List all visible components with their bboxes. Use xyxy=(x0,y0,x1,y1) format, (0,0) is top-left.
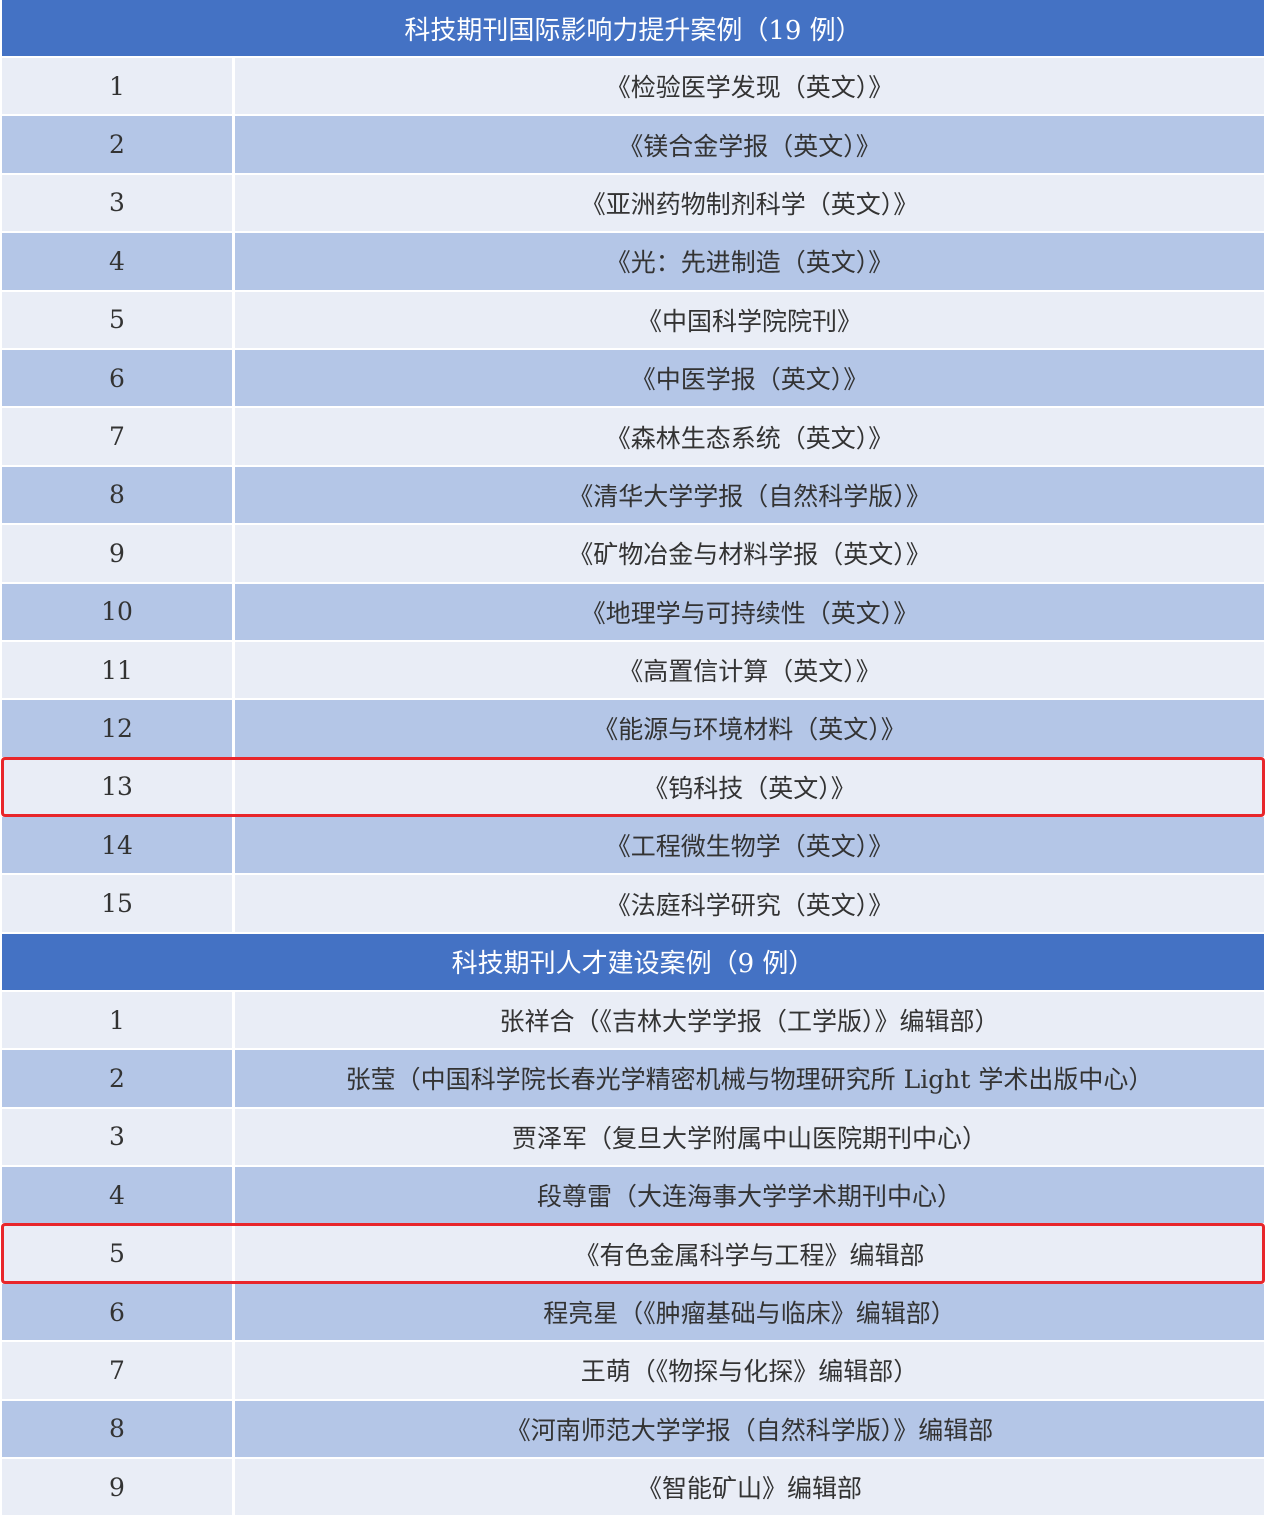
table-row: 15 《法庭科学研究（英文）》 xyxy=(2,875,1264,934)
row-number: 5 xyxy=(2,291,235,348)
table-row-highlighted: 13 《钨科技（英文）》 xyxy=(1,756,1265,818)
table-row: 2 《镁合金学报（英文）》 xyxy=(2,116,1264,175)
row-name: 《矿物冶金与材料学报（英文）》 xyxy=(568,540,931,570)
table-row: 1 张祥合（《吉林大学学报（工学版）》编辑部） xyxy=(2,991,1264,1051)
table-row: 6 程亮星（《肿瘤基础与临床》编辑部） xyxy=(2,1283,1264,1343)
row-name: 《有色金属科学与工程》编辑部 xyxy=(574,1240,925,1270)
table-row: 1 《检验医学发现（英文）》 xyxy=(2,58,1264,117)
row-number: 9 xyxy=(2,525,235,582)
row-number: 2 xyxy=(2,116,235,173)
table-row: 8 《清华大学学报（自然科学版）》 xyxy=(2,466,1264,526)
row-number: 12 xyxy=(2,700,235,757)
row-number: 11 xyxy=(2,641,235,699)
row-name: 《清华大学学报（自然科学版）》 xyxy=(568,481,931,511)
table-row: 12 《能源与环境材料（英文）》 xyxy=(2,700,1264,759)
row-number: 7 xyxy=(2,408,235,465)
row-name: 《光：先进制造（英文）》 xyxy=(605,248,894,278)
row-number: 1 xyxy=(2,991,235,1049)
row-name: 《检验医学发现（英文）》 xyxy=(605,73,894,103)
row-name: 段尊雷（大连海事大学学术期刊中心） xyxy=(536,1182,962,1212)
row-number: 1 xyxy=(2,58,235,115)
table-row: 2 张莹（中国科学院长春光学精密机械与物理研究所 Light 学术出版中心） xyxy=(2,1050,1264,1109)
row-name: 《中医学报（英文）》 xyxy=(630,365,869,395)
table-row: 9 《智能矿山》编辑部 xyxy=(2,1458,1264,1517)
row-number: 13 xyxy=(2,758,235,816)
row-name: 《亚洲药物制剂科学（英文）》 xyxy=(580,189,919,219)
row-name: 《中国科学院院刊》 xyxy=(636,306,862,336)
table-row: 3 《亚洲药物制剂科学（英文）》 xyxy=(2,174,1264,234)
table-row: 11 《高置信计算（英文）》 xyxy=(2,641,1264,701)
row-number: 4 xyxy=(2,1167,235,1224)
row-name: 《工程微生物学（英文）》 xyxy=(605,832,894,862)
table-row: 9 《矿物冶金与材料学报（英文）》 xyxy=(2,525,1264,584)
row-name: 《钨科技（英文）》 xyxy=(643,773,856,803)
table-row: 7 《森林生态系统（英文）》 xyxy=(2,408,1264,467)
table-row: 4 段尊雷（大连海事大学学术期刊中心） xyxy=(2,1167,1264,1226)
table-row-highlighted: 5 《有色金属科学与工程》编辑部 xyxy=(1,1223,1265,1285)
row-number: 2 xyxy=(2,1050,235,1107)
row-number: 9 xyxy=(2,1458,235,1516)
row-number: 4 xyxy=(2,233,235,290)
table-row: 5 《中国科学院院刊》 xyxy=(2,291,1264,350)
row-name: 《河南师范大学学报（自然科学版）》编辑部 xyxy=(505,1415,994,1445)
row-name: 《森林生态系统（英文）》 xyxy=(605,423,894,453)
table-row: 10 《地理学与可持续性（英文）》 xyxy=(2,583,1264,642)
row-name: 张莹（中国科学院长春光学精密机械与物理研究所 Light 学术出版中心） xyxy=(345,1065,1154,1095)
row-name: 《镁合金学报（英文）》 xyxy=(618,131,881,161)
row-name: 《法庭科学研究（英文）》 xyxy=(605,890,894,920)
table-row: 8 《河南师范大学学报（自然科学版）》编辑部 xyxy=(2,1400,1264,1459)
table-row: 4 《光：先进制造（英文）》 xyxy=(2,233,1264,292)
row-number: 8 xyxy=(2,466,235,524)
row-name: 《地理学与可持续性（英文）》 xyxy=(580,598,919,628)
row-name: 《能源与环境材料（英文）》 xyxy=(593,715,906,745)
row-number: 6 xyxy=(2,349,235,407)
row-number: 14 xyxy=(2,817,235,874)
row-number: 15 xyxy=(2,875,235,932)
row-number: 6 xyxy=(2,1283,235,1341)
row-name: 张祥合（《吉林大学学报（工学版）》编辑部） xyxy=(499,1007,1000,1037)
table-row: 6 《中医学报（英文）》 xyxy=(2,349,1264,409)
row-number: 3 xyxy=(2,174,235,232)
section-header: 科技期刊国际影响力提升案例（19 例） xyxy=(2,0,1264,58)
table-row: 3 贾泽军（复旦大学附属中山医院期刊中心） xyxy=(2,1108,1264,1168)
row-name: 《高置信计算（英文）》 xyxy=(618,657,881,687)
table-row: 14 《工程微生物学（英文）》 xyxy=(2,817,1264,876)
row-name: 王萌（《物探与化探》编辑部） xyxy=(580,1357,919,1387)
row-name: 贾泽军（复旦大学附属中山医院期刊中心） xyxy=(511,1123,987,1153)
row-number: 8 xyxy=(2,1400,235,1457)
row-number: 5 xyxy=(2,1225,235,1282)
section-header: 科技期刊人才建设案例（9 例） xyxy=(2,933,1264,992)
row-name: 《智能矿山》编辑部 xyxy=(636,1474,862,1504)
table-row: 7 王萌（《物探与化探》编辑部） xyxy=(2,1342,1264,1401)
row-number: 7 xyxy=(2,1342,235,1399)
row-name: 程亮星（《肿瘤基础与临床》编辑部） xyxy=(543,1299,956,1328)
row-number: 3 xyxy=(2,1108,235,1166)
row-number: 10 xyxy=(2,583,235,640)
